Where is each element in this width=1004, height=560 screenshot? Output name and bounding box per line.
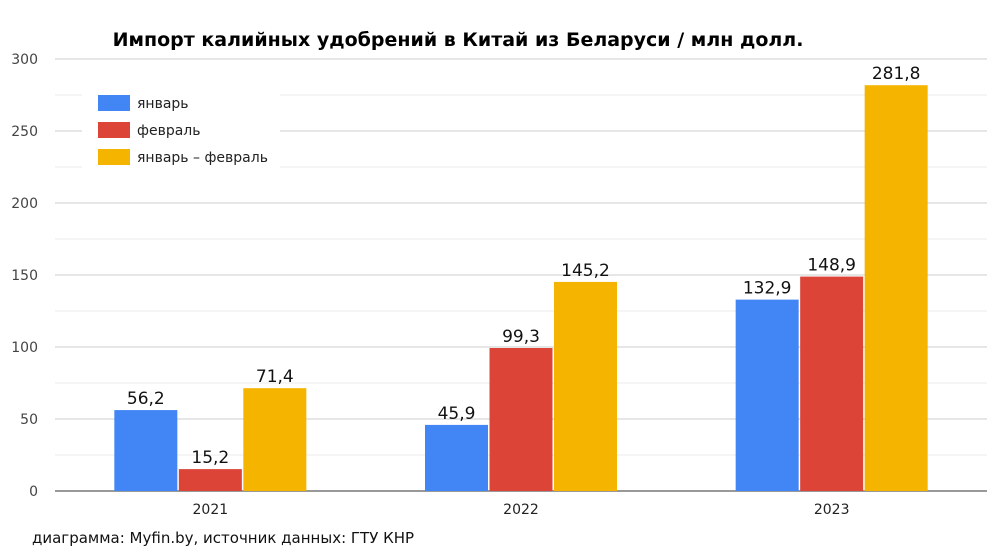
data-label-2022-3: 145,2 [561,261,610,281]
y-axis-ticks: 0 50 100 150 200 250 300 [11,52,38,500]
data-label-2022-2: 99,3 [502,327,540,347]
data-labels: 56,2 15,2 71,4 45,9 99,3 145,2 132,9 148,9 281,8 [127,64,921,468]
y-tick-label-250: 250 [11,124,38,140]
bar-2021-1 [114,410,178,491]
x-tick-label-2022: 2022 [503,502,539,518]
bar-2022-2 [489,348,553,491]
legend-swatch-2 [98,122,130,138]
data-label-2023-2: 148,9 [807,256,856,276]
legend-label-1: январь [137,96,189,112]
bar-2022-1 [425,424,488,491]
data-label-2021-3: 71,4 [256,367,294,387]
bar-2022-3 [554,281,617,491]
bars-group [114,85,928,491]
bar-2023-2 [800,276,864,491]
bar-2021-2 [178,469,242,491]
data-label-2022-1: 45,9 [438,404,476,424]
bar-2023-3 [864,85,928,491]
y-tick-label-100: 100 [11,340,38,356]
y-tick-label-50: 50 [20,412,38,428]
y-tick-label-150: 150 [11,268,38,284]
legend-label-3: январь – февраль [137,150,268,166]
x-tick-label-2021: 2021 [193,502,229,518]
chart-footer: диаграмма: Myfin.by, источник данных: ГТ… [32,529,414,547]
legend-swatch-1 [98,95,130,111]
legend: январь февраль январь – февраль [82,82,280,174]
y-tick-label-300: 300 [11,52,38,68]
data-label-2021-2: 15,2 [191,448,229,468]
legend-label-2: февраль [137,123,201,139]
y-tick-label-200: 200 [11,196,38,212]
x-axis-ticks: 2021 2022 2023 [193,502,850,518]
bar-2021-3 [243,388,307,491]
y-tick-label-0: 0 [29,484,38,500]
data-label-2021-1: 56,2 [127,389,165,409]
bar-2023-1 [735,299,799,491]
legend-swatch-3 [98,149,130,165]
data-label-2023-1: 132,9 [743,279,792,299]
chart-title: Импорт калийных удобрений в Китай из Бел… [113,29,804,51]
data-label-2023-3: 281,8 [872,64,921,84]
x-tick-label-2023: 2023 [814,502,850,518]
